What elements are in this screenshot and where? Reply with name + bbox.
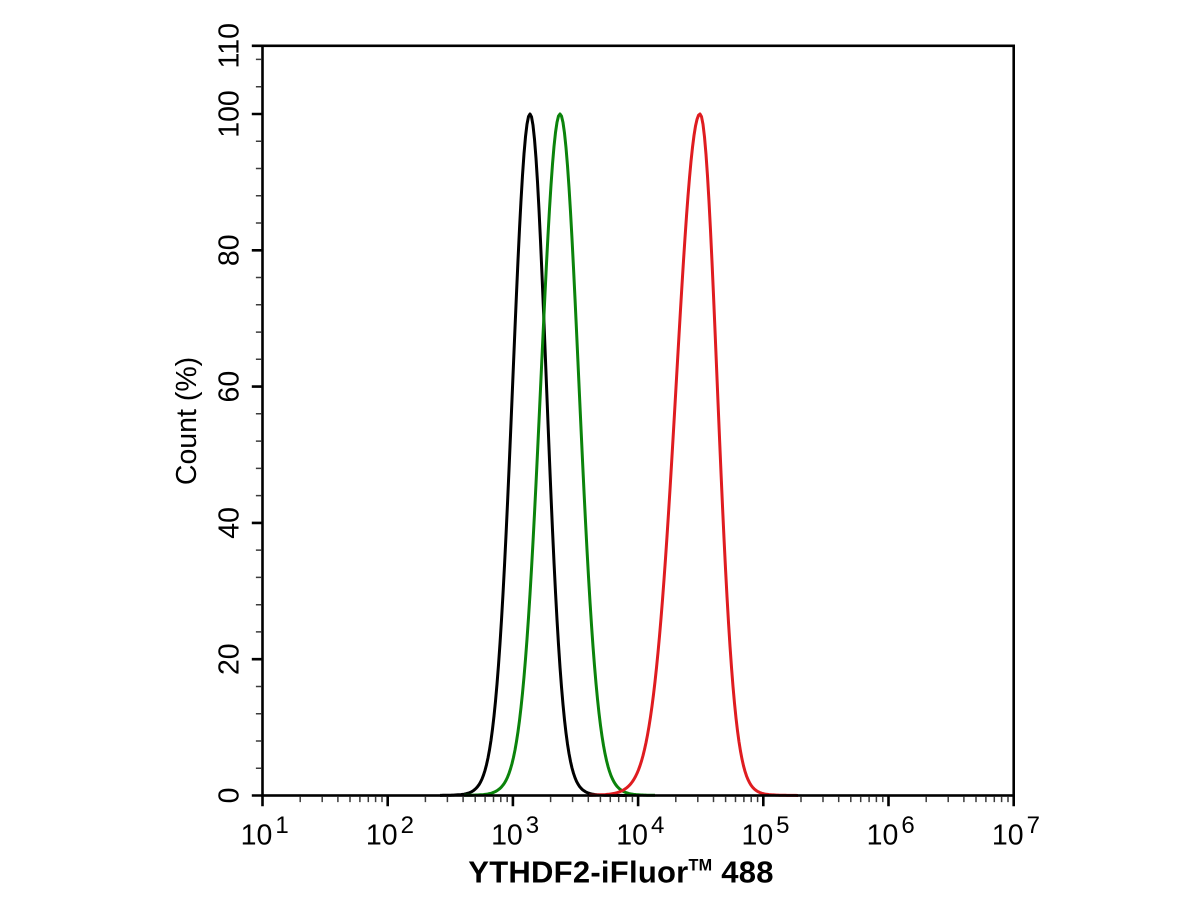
svg-text:Count (%): Count (%) <box>171 357 203 485</box>
svg-text:107: 10 7 <box>992 812 1040 851</box>
svg-text:110: 110 <box>214 23 246 68</box>
svg-text:40: 40 <box>214 507 246 539</box>
svg-text:20: 20 <box>214 643 246 675</box>
svg-text:105: 10 5 <box>741 812 789 851</box>
svg-text:YTHDF2-iFluorTM 488: YTHDF2-iFluorTM 488 <box>468 855 773 890</box>
svg-text:101: 10 1 <box>241 812 289 851</box>
svg-text:80: 80 <box>214 234 246 266</box>
svg-text:0: 0 <box>214 788 246 804</box>
svg-text:100: 100 <box>214 90 246 138</box>
svg-text:60: 60 <box>214 371 246 403</box>
